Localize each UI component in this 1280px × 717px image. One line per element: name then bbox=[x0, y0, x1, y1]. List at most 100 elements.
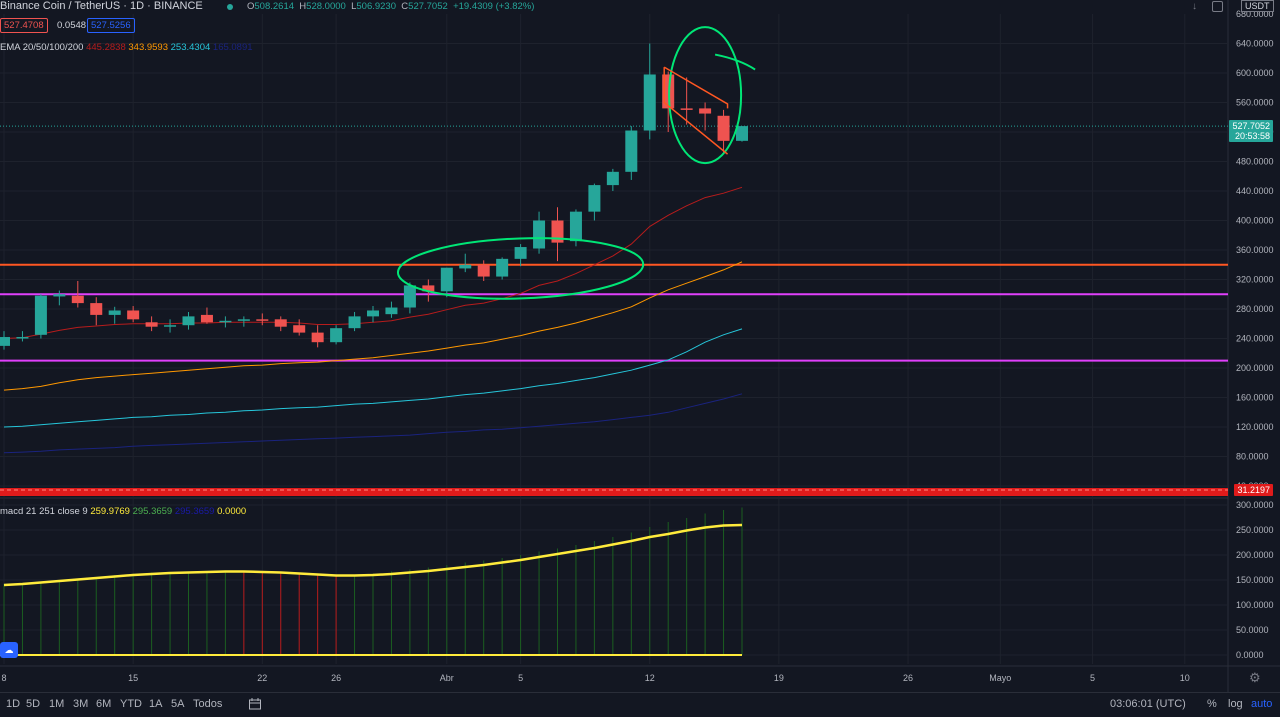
macd-tick-label: 300.0000 bbox=[1236, 500, 1274, 510]
log-toggle[interactable]: log bbox=[1228, 698, 1243, 710]
price-tick-label: 160.0000 bbox=[1236, 393, 1274, 403]
price-tick-label: 80.0000 bbox=[1236, 452, 1269, 462]
ohlc-readout: O508.2614 H528.0000 L506.9230 C527.7052 … bbox=[247, 1, 534, 12]
candle bbox=[293, 319, 306, 336]
panel-menu-icon[interactable] bbox=[1212, 1, 1223, 12]
calendar-icon[interactable] bbox=[248, 697, 262, 714]
candle-body bbox=[588, 185, 601, 212]
candle-body bbox=[219, 320, 232, 323]
candle bbox=[588, 183, 601, 221]
candle-body bbox=[606, 171, 619, 186]
candle-body bbox=[699, 108, 712, 114]
macd-panel bbox=[0, 507, 743, 656]
macd-tick-label: 0.0000 bbox=[1236, 650, 1264, 660]
time-tick-label: 5 bbox=[518, 673, 523, 683]
time-tick-label: Abr bbox=[440, 673, 454, 683]
candle bbox=[53, 290, 66, 306]
candle bbox=[403, 282, 416, 314]
candle-body bbox=[16, 337, 29, 339]
countdown-label: 20:53:58 bbox=[1234, 131, 1270, 141]
candle-body bbox=[569, 211, 582, 242]
candle bbox=[200, 307, 213, 324]
percent-toggle[interactable]: % bbox=[1207, 698, 1217, 710]
time-tick-label: 10 bbox=[1180, 673, 1190, 683]
ema-lines bbox=[3, 186, 743, 454]
range-5d[interactable]: 5D bbox=[26, 698, 41, 710]
price-tick-label: 320.0000 bbox=[1236, 275, 1274, 285]
candle-body bbox=[422, 285, 435, 292]
candle bbox=[606, 168, 619, 191]
range-todos[interactable]: Todos bbox=[193, 698, 223, 710]
symbol-title[interactable]: Binance Coin / TetherUS · 1D · BINANCE bbox=[0, 0, 203, 12]
candle-body bbox=[274, 319, 287, 327]
range-ytd[interactable]: YTD bbox=[120, 698, 142, 710]
candle-body bbox=[200, 314, 213, 323]
candle-body bbox=[330, 328, 343, 343]
indicator-band bbox=[0, 488, 1228, 496]
tradingview-logo[interactable]: ☁ bbox=[0, 642, 18, 658]
clock-label[interactable]: 03:06:01 (UTC) bbox=[1110, 698, 1186, 710]
ask-chip[interactable]: 527.5256 bbox=[87, 18, 135, 33]
candle-body bbox=[293, 325, 306, 333]
candle bbox=[643, 43, 656, 140]
bid-chip[interactable]: 527.4708 bbox=[0, 18, 48, 33]
auto-toggle[interactable]: auto bbox=[1251, 698, 1273, 710]
candle bbox=[256, 313, 269, 326]
time-tick-label: 26 bbox=[331, 673, 341, 683]
high-label: H bbox=[299, 1, 307, 12]
macd-value: 259.9769 bbox=[90, 506, 130, 517]
candle bbox=[459, 253, 472, 273]
ema-legend[interactable]: EMA 20/50/100/200 445.2838 343.9593 253.… bbox=[0, 42, 253, 53]
wedge-lower-line bbox=[663, 67, 729, 155]
macd-legend[interactable]: macd 21 251 close 9 259.9769 295.3659 29… bbox=[0, 506, 246, 517]
candle bbox=[145, 316, 158, 332]
currency-label[interactable]: USDT bbox=[1241, 0, 1274, 12]
candle bbox=[680, 77, 693, 125]
price-tick-label: 680.0000 bbox=[1236, 9, 1274, 19]
bottom-toolbar: 1D 5D 1M 3M 6M YTD 1A 5A Todos 03:06:01 … bbox=[0, 692, 1280, 717]
wedge-upper-line bbox=[663, 66, 729, 109]
time-tick-label: Mayo bbox=[989, 673, 1011, 683]
current-price-box: 527.7052 20:53:58 bbox=[1229, 120, 1273, 142]
range-6m[interactable]: 6M bbox=[96, 698, 112, 710]
price-tick-label: 200.0000 bbox=[1236, 363, 1274, 373]
candle bbox=[717, 109, 730, 155]
candle bbox=[625, 126, 638, 180]
ema100-line bbox=[3, 328, 743, 428]
candle-body bbox=[717, 115, 730, 141]
candle bbox=[237, 316, 250, 327]
candle-body bbox=[0, 337, 10, 346]
ema20-line bbox=[3, 186, 743, 339]
spread-value: 0.0548 bbox=[57, 20, 87, 31]
candle-body bbox=[551, 220, 564, 243]
candle-body bbox=[496, 258, 509, 277]
candle-body bbox=[385, 307, 398, 315]
macd-line bbox=[3, 523, 743, 587]
candle bbox=[164, 319, 177, 333]
range-5a[interactable]: 5A bbox=[171, 698, 185, 710]
candle bbox=[0, 331, 10, 350]
download-icon[interactable]: ↓ bbox=[1192, 1, 1197, 12]
settings-icon[interactable]: ⚙ bbox=[1249, 670, 1261, 685]
support-lines bbox=[0, 125, 1228, 496]
low-label: L bbox=[351, 1, 357, 12]
axes: 640.0000600.0000560.0000520.0000480.0000… bbox=[1, 9, 1273, 683]
candle-body bbox=[367, 310, 379, 317]
zero-value: 0.0000 bbox=[217, 506, 247, 517]
ema50-line bbox=[3, 261, 743, 391]
time-tick-label: 12 bbox=[645, 673, 655, 683]
range-1m[interactable]: 1M bbox=[49, 698, 65, 710]
candle bbox=[34, 294, 47, 339]
macd-tick-label: 250.0000 bbox=[1236, 525, 1274, 535]
range-3m[interactable]: 3M bbox=[73, 698, 89, 710]
candle-body bbox=[477, 264, 490, 277]
time-tick-label: 26 bbox=[903, 673, 913, 683]
candle-body bbox=[90, 303, 103, 315]
range-1a[interactable]: 1A bbox=[149, 698, 163, 710]
candle bbox=[311, 325, 324, 348]
candle bbox=[16, 331, 29, 342]
candle-body bbox=[736, 126, 748, 141]
range-1d[interactable]: 1D bbox=[6, 698, 21, 710]
price-tick-label: 360.0000 bbox=[1236, 245, 1274, 255]
